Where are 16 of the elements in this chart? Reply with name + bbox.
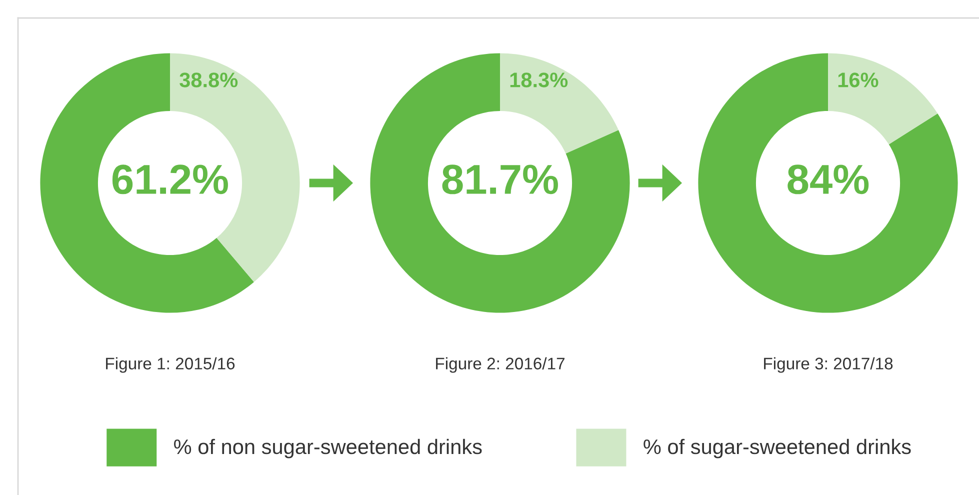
donut-slice: [828, 53, 938, 144]
data-label: 61.2%: [112, 164, 228, 194]
text: Figure 3: 2017/18: [764, 357, 893, 373]
legend-label: % of non sugar-sweetened drinks: [174, 438, 482, 458]
text: Figure 1: 2015/16: [106, 357, 235, 373]
donut-slice: [698, 53, 958, 313]
data-label: 38.8%: [180, 72, 238, 88]
donut-slice: [500, 53, 618, 154]
data-label: 18.3%: [510, 72, 568, 88]
data-label: 81.7%: [442, 164, 558, 194]
legend-label: % of sugar-sweetened drinks: [644, 438, 911, 458]
text: Figure 2: 2016/17: [436, 357, 564, 373]
data-label: 84%: [788, 164, 869, 194]
donut-slice: [370, 53, 630, 313]
data-label: 16%: [838, 72, 878, 88]
donut-slice: [40, 53, 254, 313]
